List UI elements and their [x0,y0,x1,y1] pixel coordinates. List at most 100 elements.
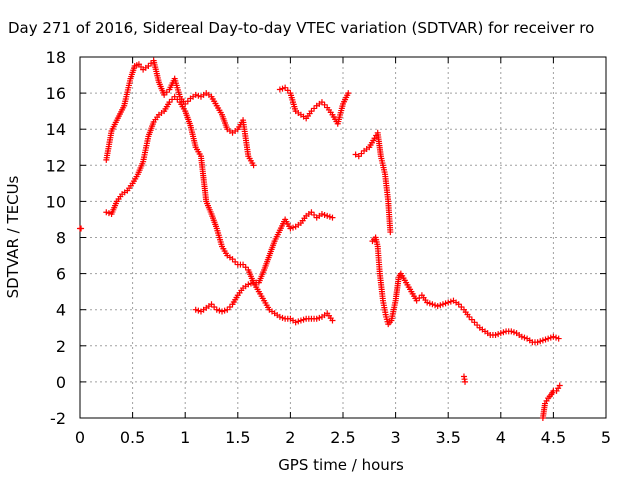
track-g-point [413,297,420,304]
track-d-point [192,306,199,313]
track-g-point [445,299,452,306]
grid-lines [80,57,606,418]
track-i-point [556,382,563,389]
track-g-point [432,302,439,309]
track-c-point [169,96,176,103]
x-tick-label: 2 [285,428,295,447]
y-tick-label: 14 [46,120,66,139]
x-tick-label: 3 [391,428,401,447]
track-e-point [279,85,286,92]
track-c-point [171,93,178,100]
track-g-point [534,339,541,346]
data-points [77,57,563,421]
track-c-point [229,256,236,263]
track-c-point [105,210,112,217]
y-tick-label: 10 [46,192,66,211]
track-d-point [219,308,226,315]
track-d-point [326,213,333,220]
track-g-point [539,337,546,344]
track-d-point [208,301,215,308]
track-g-point [495,331,502,338]
track-g-point [426,300,433,307]
track-e-point [308,108,315,115]
track-f-point [358,150,365,157]
track-d-point [226,303,233,310]
track-g-point [555,335,562,342]
track-b-point [145,63,152,70]
x-tick-label: 0 [75,428,85,447]
track-g-point [553,334,560,341]
x-tick-labels: 0 0.5 1 1.5 2 2.5 3 3.5 4 4.5 5 [75,428,611,447]
track-c-point [329,317,336,324]
x-tick-label: 4 [496,428,506,447]
track-g-point [474,322,481,329]
track-e-point [345,90,352,97]
track-g-point [521,334,528,341]
track-g-point [497,330,504,337]
track-g-point [447,298,454,305]
track-g-point [500,329,507,336]
track-g-point [510,329,517,336]
y-tick-label: -2 [50,409,66,428]
track-c-point [276,313,283,320]
x-axis-title: GPS time / hours [278,456,404,474]
track-b-point [163,89,170,96]
track-e-point [311,105,318,112]
y-tick-label: 12 [46,156,66,175]
track-d-point [329,214,336,221]
track-b-point [161,91,168,98]
track-d-point [195,307,202,314]
track-d-point [308,209,315,216]
track-g-point [434,303,441,310]
track-c-point [242,264,249,271]
track-g-point [439,301,446,308]
track-c-point [316,314,323,321]
track-g-point [466,313,473,320]
track-c-point [166,99,173,106]
track-b-point [195,92,202,99]
track-d-point [211,303,218,310]
x-tick-label: 4.5 [541,428,566,447]
track-d-point [290,224,297,231]
x-tick-label: 3.5 [435,428,460,447]
track-g-point [468,316,475,323]
track-e-point [282,84,289,91]
y-tick-label: 18 [46,48,66,67]
track-e-point [321,101,328,108]
track-g-point [429,301,436,308]
track-b-point [184,98,191,105]
track-d-point [221,307,228,314]
track-e-point [284,87,291,94]
track-d-point [287,225,294,232]
track-c-point [232,258,239,265]
track-f-point [387,229,394,236]
y-tick-label: 4 [56,301,66,320]
track-c-point [297,317,304,324]
track-d-point [324,212,331,219]
track-g-point [471,319,478,326]
track-g-point [545,335,552,342]
track-c-point [240,261,247,268]
x-tick-label: 2.5 [330,428,355,447]
y-tick-label: 6 [56,265,66,284]
track-f-point [352,151,359,158]
track-c-point [279,314,286,321]
track-g-point [424,299,431,306]
track-d-point [247,280,254,287]
track-g-point [442,300,449,307]
track-h-point [462,378,469,385]
track-g-point [437,302,444,309]
track-c-point [174,96,181,103]
track-e-point [318,99,325,106]
y-tick-label: 16 [46,84,66,103]
track-b-point [192,91,199,98]
y-tick-label: 2 [56,337,66,356]
track-d-point [318,211,325,218]
track-c-point [313,315,320,322]
x-tick-label: 5 [601,428,611,447]
track-g-point [518,333,525,340]
track-g-point [547,334,554,341]
track-g-point [550,333,557,340]
track-d-point [213,306,220,313]
track-g-point [542,336,549,343]
